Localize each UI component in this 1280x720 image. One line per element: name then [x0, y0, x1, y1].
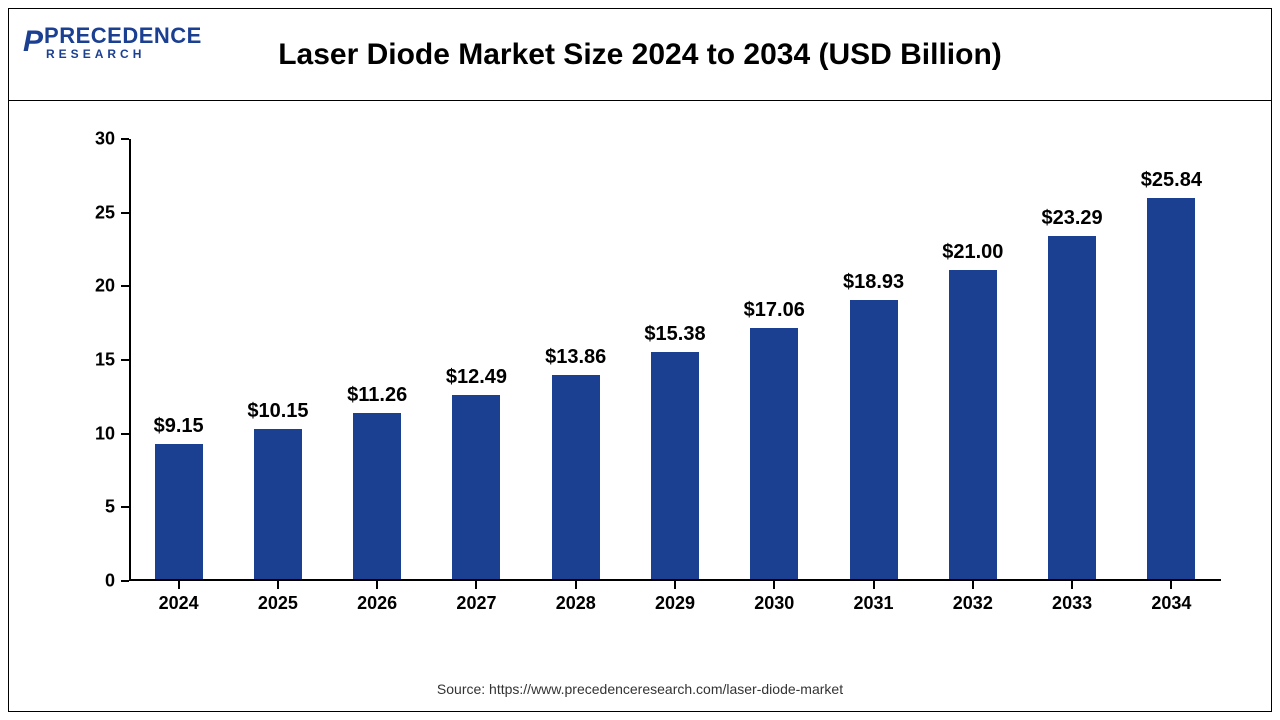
bar: $9.15 — [155, 444, 203, 579]
plot-region: 051015202530 $9.152024$10.152025$11.2620… — [129, 139, 1221, 581]
bar-value-label: $25.84 — [1141, 169, 1202, 192]
bar-value-label: $10.15 — [247, 400, 308, 423]
x-tick-label: 2034 — [1151, 593, 1191, 614]
bar-value-label: $11.26 — [347, 384, 407, 407]
header: P PRECEDENCE RESEARCH Laser Diode Market… — [9, 9, 1271, 101]
bar: $10.15 — [254, 429, 302, 579]
y-tick-label: 20 — [95, 276, 129, 297]
bar-value-label: $9.15 — [154, 415, 204, 438]
y-tick-label: 15 — [95, 350, 129, 371]
y-tick-label: 5 — [105, 497, 129, 518]
logo-text-line1: PRECEDENCE — [44, 23, 202, 48]
bar: $23.29 — [1048, 236, 1096, 579]
bar-value-label: $12.49 — [446, 366, 507, 389]
x-tick-label: 2033 — [1052, 593, 1092, 614]
bar: $12.49 — [452, 395, 500, 579]
x-tick-label: 2027 — [456, 593, 496, 614]
y-tick-label: 0 — [105, 571, 129, 592]
x-tick — [277, 581, 279, 589]
bar: $17.06 — [750, 328, 798, 579]
bar: $15.38 — [651, 352, 699, 579]
y-tick-label: 25 — [95, 202, 129, 223]
bar-value-label: $21.00 — [942, 241, 1003, 264]
bar-value-label: $13.86 — [545, 346, 606, 369]
bar-value-label: $17.06 — [744, 299, 805, 322]
bar: $18.93 — [850, 300, 898, 579]
x-tick — [1071, 581, 1073, 589]
x-tick-label: 2029 — [655, 593, 695, 614]
x-tick-label: 2026 — [357, 593, 397, 614]
bar: $11.26 — [353, 413, 401, 579]
x-tick — [178, 581, 180, 589]
x-tick-label: 2030 — [754, 593, 794, 614]
x-tick — [575, 581, 577, 589]
chart-area: 051015202530 $9.152024$10.152025$11.2620… — [69, 139, 1231, 621]
bar: $13.86 — [552, 375, 600, 579]
x-tick — [1170, 581, 1172, 589]
chart-frame: P PRECEDENCE RESEARCH Laser Diode Market… — [8, 8, 1272, 712]
x-tick-label: 2024 — [159, 593, 199, 614]
bar-value-label: $23.29 — [1041, 207, 1102, 230]
x-tick-label: 2028 — [556, 593, 596, 614]
x-tick-label: 2031 — [854, 593, 894, 614]
y-axis — [129, 139, 131, 581]
x-tick-label: 2032 — [953, 593, 993, 614]
y-tick-label: 30 — [95, 129, 129, 150]
brand-logo: P PRECEDENCE RESEARCH — [23, 23, 202, 61]
x-tick — [972, 581, 974, 589]
x-tick — [873, 581, 875, 589]
x-tick — [674, 581, 676, 589]
y-tick-label: 10 — [95, 423, 129, 444]
x-tick-label: 2025 — [258, 593, 298, 614]
bar-value-label: $18.93 — [843, 271, 904, 294]
bar-value-label: $15.38 — [644, 323, 705, 346]
x-tick — [376, 581, 378, 589]
logo-mark: P — [23, 25, 42, 59]
source-attribution: Source: https://www.precedenceresearch.c… — [9, 681, 1271, 697]
x-tick — [773, 581, 775, 589]
bar: $21.00 — [949, 270, 997, 579]
x-tick — [475, 581, 477, 589]
bar: $25.84 — [1147, 198, 1195, 579]
logo-text-line2: RESEARCH — [46, 47, 202, 61]
